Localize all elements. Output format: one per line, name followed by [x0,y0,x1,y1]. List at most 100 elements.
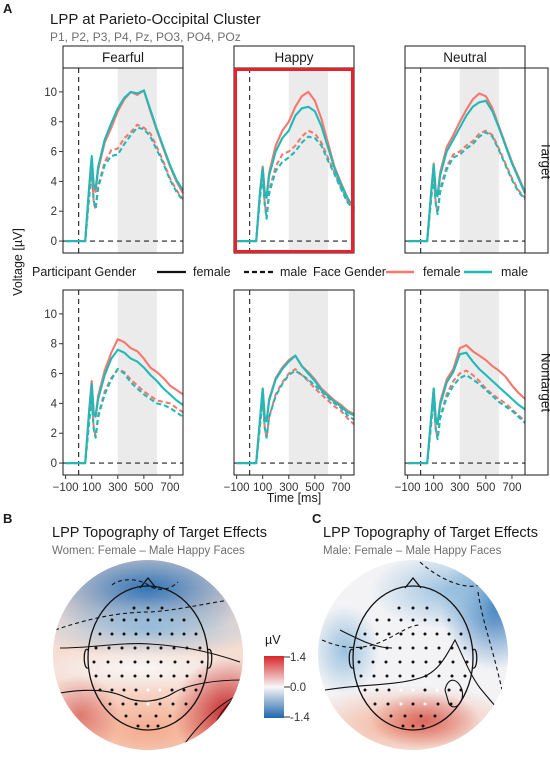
electrode-dot [171,689,174,692]
electrode-dot [412,607,415,610]
electrode-dot [147,607,150,610]
x-tick-label: 300 [108,482,127,494]
electrode-dot [412,661,415,664]
x-tick-label: 700 [502,482,521,494]
x-tick-label: 300 [450,482,469,494]
electrode-dot [159,689,162,692]
electrode-dot [464,647,467,650]
legend-participant-title: Participant Gender [32,265,136,279]
electrode-dot [135,633,138,636]
electrode-dot [155,715,158,718]
electrode-dot [439,661,442,664]
electrode-dot [186,675,189,678]
electrode-dot [426,607,429,610]
electrode-dot [399,661,402,664]
y-tick-label: 6 [51,369,57,381]
electrode-dot [171,619,174,622]
electrode-dot [147,725,150,728]
electrode-dot [139,715,142,718]
column-strip: Happy [234,46,354,68]
colorbar: µV 1.4 0.0 -1.4 [264,633,310,724]
electrode-dot [123,689,126,692]
electrode-dot [120,661,123,664]
electrode-dot [464,675,467,678]
electrode-dot [161,607,164,610]
electrode-dot [404,715,407,718]
electrode-dot [425,661,428,664]
topo-b-map [28,538,283,756]
electrode-dot [422,725,425,728]
electrode-dot [374,703,377,706]
electrode-dot [437,703,440,706]
electrode-dot [133,607,136,610]
electrode-dot [111,633,114,636]
x-tick-label: −100 [53,482,79,494]
x-tick-label: 500 [134,482,153,494]
electrode-dot [420,715,423,718]
electrode-dot [436,619,439,622]
electrode-dot [364,633,367,636]
electrode-dot [121,675,124,678]
electrode-dot [160,647,163,650]
electrode-dot [360,675,363,678]
electrode-dot [95,675,98,678]
electrode-dot [99,689,102,692]
lpp-window-shade [289,290,328,475]
electrode-dot [121,647,124,650]
electrode-dot [195,689,198,692]
column-strip-label: Neutral [443,50,487,65]
electrode-dot [195,633,198,636]
electrode-dot [425,647,428,650]
electrode-dot [448,633,451,636]
y-tick-label: 0 [51,458,57,470]
y-tick-label: 10 [44,87,57,99]
electrode-dot [173,647,176,650]
electrode-dot [448,689,451,692]
legend-face-title: Face Gender [313,265,386,279]
legend-face-female: female [423,265,461,279]
electrode-dot [147,703,150,706]
electrode-dot [109,703,112,706]
electrode-dot [364,689,367,692]
colorbar-label-max: 1.4 [290,652,307,664]
electrode-dot [376,633,379,636]
electrode-dot [123,633,126,636]
electrode-dot [147,661,150,664]
electrode-dot [160,661,163,664]
chart-subtitle: P1, P2, P3, P4, Pz, PO3, PO4, POz [50,30,241,44]
electrode-dot [424,619,427,622]
electrode-dot [424,633,427,636]
electrode-dot [387,703,390,706]
electrode-dot [386,647,389,650]
electrode-dot [107,661,110,664]
electrode-dot [466,661,469,664]
electrode-dot [173,675,176,678]
electrode-dot [388,689,391,692]
colorbar-ramp [264,656,284,718]
electrode-dot [171,633,174,636]
electrode-dot [436,633,439,636]
electrode-dot [160,675,163,678]
electrode-dot [424,689,427,692]
electrode-dot [147,689,150,692]
x-tick-label: 500 [476,482,495,494]
y-tick-label: 8 [51,339,57,351]
electrode-dot [376,619,379,622]
electrode-dot [451,647,454,650]
electrode-dot [402,725,405,728]
electrode-dot [186,647,189,650]
electrode-dot [412,725,415,728]
electrode-dot [448,619,451,622]
chart-title: LPP at Parieto-Occipital Cluster [50,11,261,28]
colorbar-title: µV [265,633,281,647]
electrode-dot [125,715,128,718]
x-tick-label: 100 [424,482,443,494]
electrode-dot [412,619,415,622]
topo-c-map [295,540,550,756]
lpp-window-shade [460,68,499,253]
electrode-dot [159,703,162,706]
electrode-dot [358,661,361,664]
